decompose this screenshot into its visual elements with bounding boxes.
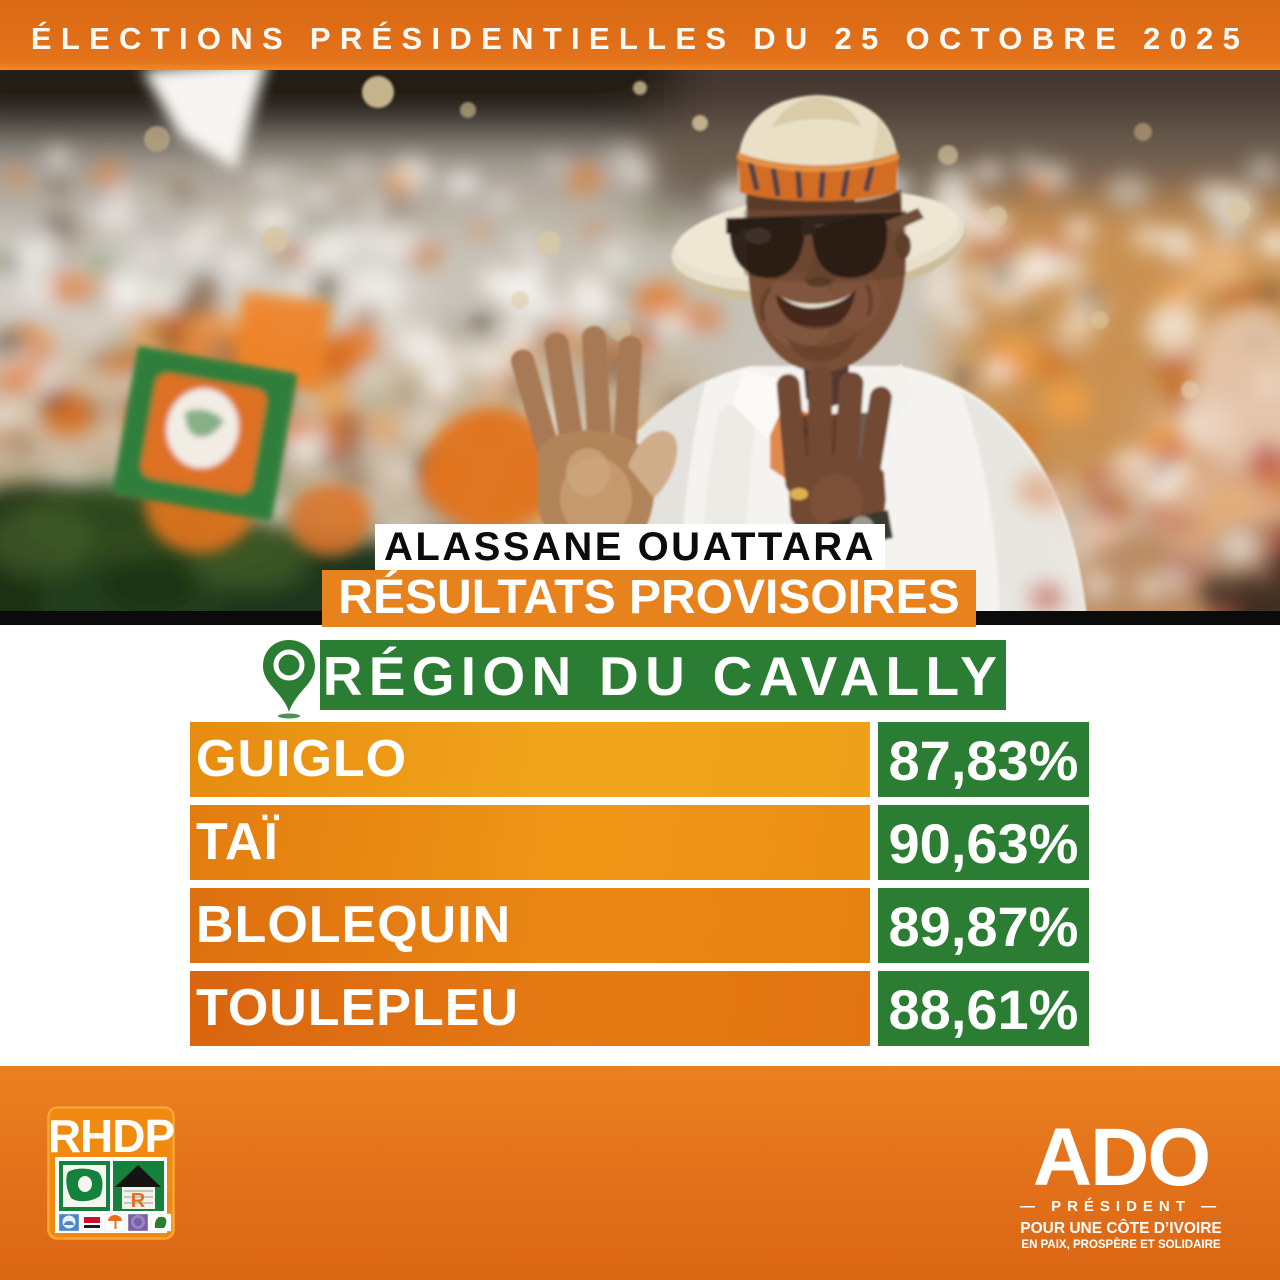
svg-text:RHDP: RHDP [48,1110,175,1162]
svg-text:R: R [131,1190,146,1212]
